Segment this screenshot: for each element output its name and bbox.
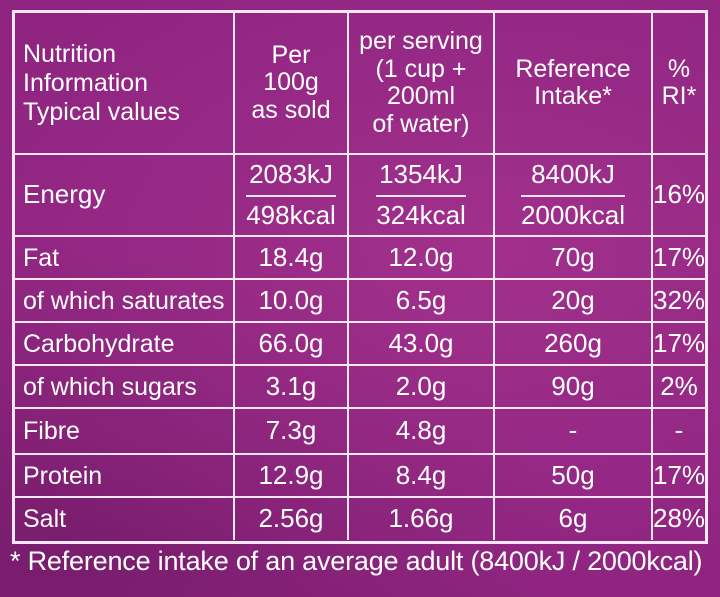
column-header-per-100g-line-3: as sold: [251, 95, 331, 124]
fibre-percent-ri: -: [651, 409, 705, 453]
column-header-per-serving: per serving (1 cup + 200ml of water): [347, 13, 493, 153]
energy-per-serving-cell: 1354kJ 324kcal: [347, 155, 493, 235]
column-header-percent-ri-line-2: RI*: [661, 82, 697, 110]
protein-per-serving: 8.4g: [347, 455, 493, 496]
table-header-row: Nutrition Information Typical values Per…: [15, 13, 705, 153]
fat-reference-intake: 70g: [493, 237, 651, 278]
row-label-fibre: Fibre: [23, 417, 80, 445]
energy-per-serving-kj: 1354kJ: [379, 159, 463, 190]
fat-per-serving: 12.0g: [347, 237, 493, 278]
energy-reference-intake-cell: 8400kJ 2000kcal: [493, 155, 651, 235]
column-header-reference-intake: Reference Intake*: [493, 13, 651, 153]
salt-reference-intake: 6g: [493, 498, 651, 540]
column-header-percent-ri: % RI*: [651, 13, 705, 153]
column-header-reference-intake-line-1: Reference: [515, 54, 631, 83]
table-row-sugars: of which sugars 3.1g 2.0g 90g 2%: [15, 364, 705, 407]
protein-per-100g: 12.9g: [233, 455, 347, 496]
salt-per-serving: 1.66g: [347, 498, 493, 540]
table-title-line-2: Information: [23, 68, 149, 97]
fibre-per-100g: 7.3g: [233, 409, 347, 453]
energy-reference-intake-kj: 8400kJ: [531, 159, 615, 190]
saturates-reference-intake: 20g: [493, 280, 651, 321]
energy-per-serving-kcal: 324kcal: [376, 195, 466, 235]
carbohydrate-per-100g: 66.0g: [233, 323, 347, 364]
table-row-fat: Fat 18.4g 12.0g 70g 17%: [15, 235, 705, 278]
row-label-salt: Salt: [23, 505, 67, 533]
salt-percent-ri: 28%: [651, 498, 705, 540]
row-label-energy: Energy: [23, 179, 106, 210]
table-title-cell: Nutrition Information Typical values: [15, 13, 233, 153]
energy-reference-intake-kcal: 2000kcal: [520, 195, 626, 235]
row-label-sugars: of which sugars: [23, 372, 197, 401]
column-header-per-100g: Per 100g as sold: [233, 13, 347, 153]
table-row-salt: Salt 2.56g 1.66g 6g 28%: [15, 496, 705, 540]
sugars-reference-intake: 90g: [493, 366, 651, 407]
fibre-per-serving: 4.8g: [347, 409, 493, 453]
energy-per-100g-cell: 2083kJ 498kcal: [233, 155, 347, 235]
energy-percent-ri: 16%: [651, 155, 705, 235]
table-row-carbohydrate: Carbohydrate 66.0g 43.0g 260g 17%: [15, 321, 705, 364]
energy-per-100g-kcal: 498kcal: [246, 195, 336, 235]
fat-percent-ri: 17%: [651, 237, 705, 278]
carbohydrate-percent-ri: 17%: [651, 323, 705, 364]
reference-intake-footnote: * Reference intake of an average adult (…: [10, 546, 703, 576]
row-label-carbohydrate: Carbohydrate: [23, 329, 175, 358]
table-title-line-3: Typical values: [23, 97, 181, 126]
table-title-line-1: Nutrition: [23, 39, 117, 68]
column-header-per-serving-line-2: (1 cup +: [375, 54, 467, 83]
nutrition-table: Nutrition Information Typical values Per…: [12, 10, 708, 544]
saturates-percent-ri: 32%: [651, 280, 705, 321]
carbohydrate-reference-intake: 260g: [493, 323, 651, 364]
saturates-per-serving: 6.5g: [347, 280, 493, 321]
column-header-percent-ri-line-1: %: [667, 54, 691, 83]
row-label-protein: Protein: [23, 461, 103, 490]
column-header-per-100g-line-2: 100g: [263, 68, 319, 97]
column-header-per-serving-line-4: of water): [372, 109, 470, 138]
fat-per-100g: 18.4g: [233, 237, 347, 278]
table-row-saturates: of which saturates 10.0g 6.5g 20g 32%: [15, 278, 705, 321]
sugars-percent-ri: 2%: [651, 366, 705, 407]
fibre-reference-intake: -: [493, 409, 651, 453]
salt-per-100g: 2.56g: [233, 498, 347, 540]
column-header-per-100g-line-1: Per: [271, 40, 311, 69]
table-row-fibre: Fibre 7.3g 4.8g - -: [15, 407, 705, 453]
energy-per-100g-kj: 2083kJ: [249, 159, 333, 190]
sugars-per-100g: 3.1g: [233, 366, 347, 407]
row-label-saturates: of which saturates: [23, 286, 225, 315]
protein-reference-intake: 50g: [493, 455, 651, 496]
column-header-per-serving-line-3: 200ml: [386, 82, 456, 110]
table-row-energy: Energy 2083kJ 498kcal 1354kJ 324kcal 840…: [15, 153, 705, 235]
saturates-per-100g: 10.0g: [233, 280, 347, 321]
column-header-reference-intake-line-2: Intake*: [534, 82, 612, 110]
table-row-protein: Protein 12.9g 8.4g 50g 17%: [15, 453, 705, 496]
column-header-per-serving-line-1: per serving: [359, 27, 483, 55]
protein-percent-ri: 17%: [651, 455, 705, 496]
row-label-fat: Fat: [23, 243, 60, 272]
sugars-per-serving: 2.0g: [347, 366, 493, 407]
carbohydrate-per-serving: 43.0g: [347, 323, 493, 364]
